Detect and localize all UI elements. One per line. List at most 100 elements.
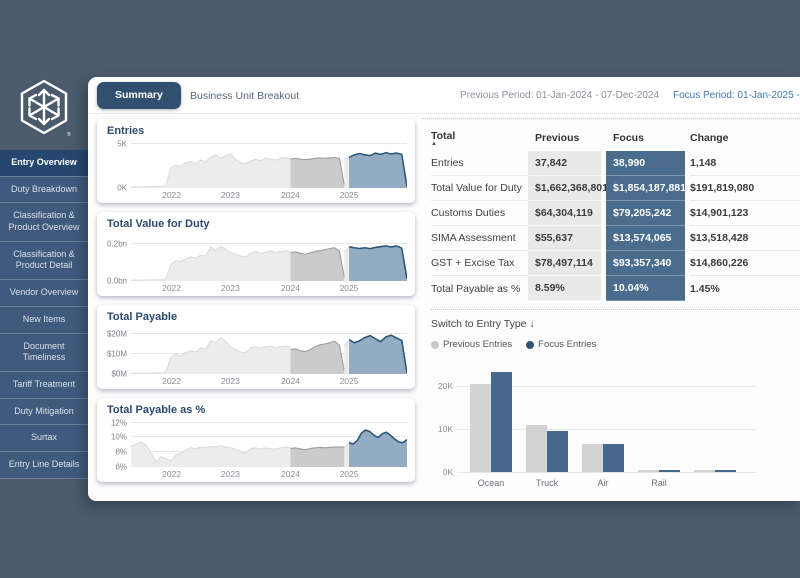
sidebar-item-duty-breakdown[interactable]: Duty Breakdown xyxy=(0,176,88,204)
bar-previous-entries-clipped[interactable] xyxy=(694,470,715,472)
legend-label: Previous Entries xyxy=(443,339,513,350)
bar-previous-entries-ocean[interactable] xyxy=(470,383,491,472)
chart-title: Total Payable as % xyxy=(107,404,206,416)
area-line-previous xyxy=(291,341,345,371)
plot-area[interactable] xyxy=(131,326,407,374)
sidebar-item-surtax[interactable]: Surtax xyxy=(0,425,88,452)
tab-summary[interactable]: Summary xyxy=(97,82,181,109)
area-chart-total-payable[interactable] xyxy=(131,326,407,374)
area-line-focus xyxy=(349,153,407,187)
summary-table: Total ▲ Previous Focus Change Entries 37,842 38… xyxy=(431,124,800,301)
bar-gridline xyxy=(457,472,757,473)
y-tick-label: 5K xyxy=(117,139,127,149)
area-line-history xyxy=(131,442,291,462)
column-header-focus[interactable]: Focus xyxy=(613,131,644,144)
bar-focus-entries-ocean[interactable] xyxy=(491,372,512,472)
bar-y-tick-label: 20K xyxy=(437,380,453,391)
x-tick-label: 2025 xyxy=(339,190,359,200)
table-row-entries[interactable]: Entries 37,842 38,990 1,148 xyxy=(431,151,800,176)
sidebar-item-classification-product-detail[interactable]: Classification & Product Detail xyxy=(0,241,88,281)
area-segment-previous xyxy=(290,341,345,374)
table-row-gst-excise-tax[interactable]: GST + Excise Tax $78,497,114 $93,357,340 $1… xyxy=(431,251,800,276)
legend-item-focus-entries[interactable]: Focus Entries xyxy=(526,339,596,350)
x-axis: 2022 2023 2024 2025 xyxy=(131,281,407,294)
area-line-gap xyxy=(344,157,349,159)
area-line-gap xyxy=(344,248,349,252)
area-segment-gap xyxy=(344,443,350,467)
gridline xyxy=(131,421,407,423)
bar-gridline xyxy=(457,428,757,430)
bar-focus-entries-truck[interactable] xyxy=(547,430,568,472)
column-header-total-label: Total xyxy=(431,129,456,142)
sidebar-item-entry-line-details[interactable]: Entry Line Details xyxy=(0,451,88,479)
tab-business-unit-breakout[interactable]: Business Unit Breakout xyxy=(190,90,300,102)
previous-value-cell: 8.59% xyxy=(528,276,601,301)
change-value-cell: $191,819,080 xyxy=(690,176,800,201)
area-segment-history xyxy=(131,153,291,188)
area-chart-total-payable-as[interactable] xyxy=(131,419,407,467)
bar-focus-entries-rail[interactable] xyxy=(659,470,680,472)
area-segment-focus xyxy=(349,430,407,467)
previous-value-cell: $1,662,368,801 xyxy=(528,176,608,201)
bar-previous-entries-truck[interactable] xyxy=(526,424,547,472)
sidebar-item-new-items[interactable]: New Items xyxy=(0,306,88,334)
sidebar-item-tariff-treatment[interactable]: Tariff Treatment xyxy=(0,371,88,399)
focus-value-cell: $13,574,065 xyxy=(606,226,685,251)
column-header-previous[interactable]: Previous xyxy=(535,131,580,144)
gridline xyxy=(131,143,407,145)
row-label: Total Value for Duty xyxy=(431,176,528,201)
previous-period-label: Previous Period: 01-Jan-2024 - 07-Dec-20… xyxy=(460,90,659,101)
bar-group-rail xyxy=(631,360,687,472)
gridline xyxy=(131,243,407,245)
area-chart-total-value-for-duty[interactable] xyxy=(131,233,407,281)
area-line-history xyxy=(131,154,291,187)
y-tick-label: 8% xyxy=(115,447,127,457)
sidebar-item-duty-mitigation[interactable]: Duty Mitigation xyxy=(0,398,88,426)
chart-card-total-value-for-duty: Total Value for Duty 0.2bn 0.0bn 2022 2023 20… xyxy=(97,212,415,296)
column-header-change[interactable]: Change xyxy=(690,131,729,144)
bar-focus-entries-clipped[interactable] xyxy=(715,470,736,472)
x-tick-label: 2025 xyxy=(339,376,359,386)
y-tick-label: 0K xyxy=(117,183,127,193)
previous-value-cell: $64,304,119 xyxy=(528,201,601,226)
entry-type-section: Switch to Entry Type ↓ Previous Entries F… xyxy=(431,309,800,488)
y-axis-labels: $20M $10M $0M xyxy=(105,326,131,379)
sidebar-item-entry-overview[interactable]: Entry Overview xyxy=(0,150,88,177)
bar-previous-entries-rail[interactable] xyxy=(638,470,659,472)
table-row-total-payable-as[interactable]: Total Payable as % 8.59% 10.04% 1.45% xyxy=(431,276,800,301)
sidebar-item-vendor-overview[interactable]: Vendor Overview xyxy=(0,280,88,307)
switch-to-entry-type-toggle[interactable]: Switch to Entry Type ↓ xyxy=(431,318,535,330)
entry-type-bar-chart[interactable]: 20K 10K 0K Ocean Truck Air Rail xyxy=(431,360,800,488)
bar-focus-entries-air[interactable] xyxy=(603,444,624,472)
sidebar-item-classification-product-overview[interactable]: Classification & Product Overview xyxy=(0,203,88,242)
x-tick-label: 2024 xyxy=(281,469,300,479)
sort-ascending-icon: ▲ xyxy=(431,140,437,147)
gridline xyxy=(131,436,407,438)
bar-group-air xyxy=(575,360,631,472)
change-value-cell: 1.45% xyxy=(690,282,720,295)
y-tick-label: 12% xyxy=(110,418,127,428)
focus-value-cell: $79,205,242 xyxy=(606,201,685,226)
column-header-total[interactable]: Total ▲ xyxy=(431,129,528,147)
bar-category-label: Air xyxy=(597,478,609,488)
plot-area[interactable] xyxy=(131,233,407,281)
sidebar-nav: Entry Overview Duty Breakdown Classificati… xyxy=(0,150,88,479)
row-label: Customs Duties xyxy=(431,201,528,226)
table-row-customs-duties[interactable]: Customs Duties $64,304,119 $79,205,242 $14,… xyxy=(431,201,800,226)
table-row-sima-assessment[interactable]: SIMA Assessment $55,637 $13,574,065 $13,518… xyxy=(431,226,800,251)
plot-wrap: $20M $10M $0M xyxy=(105,326,407,379)
sidebar-item-document-timeliness[interactable]: Document Timeliness xyxy=(0,333,88,372)
bar-category-label: Rail xyxy=(651,478,667,488)
plot-area[interactable] xyxy=(131,419,407,467)
area-line-previous xyxy=(291,157,345,185)
legend-item-previous-entries[interactable]: Previous Entries xyxy=(431,339,512,350)
y-tick-label: $10M xyxy=(106,349,127,359)
plot-area[interactable] xyxy=(131,140,407,188)
table-row-total-value-for-duty[interactable]: Total Value for Duty $1,662,368,801 $1,854… xyxy=(431,176,800,201)
focus-value-cell: 38,990 xyxy=(606,151,685,176)
bar-previous-entries-air[interactable] xyxy=(582,444,603,472)
area-chart-entries[interactable] xyxy=(131,140,407,188)
x-tick-label: 2023 xyxy=(220,190,240,200)
trend-charts-column: Entries 5K 0K 2022 2023 2024 2025 Total Value f… xyxy=(97,118,415,501)
svg-text:®: ® xyxy=(67,131,71,138)
